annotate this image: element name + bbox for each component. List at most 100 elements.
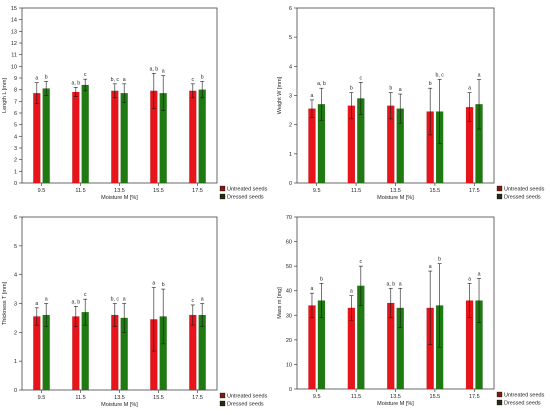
- x-tick-label: 15.5: [153, 395, 164, 401]
- significance-letter: c: [84, 292, 87, 298]
- significance-letter: a: [399, 281, 402, 287]
- y-tick-label: 10: [286, 362, 292, 368]
- significance-letter: a: [399, 87, 402, 93]
- y-axis-label: Mass m [mg]: [277, 287, 283, 319]
- significance-letter: a: [478, 271, 481, 277]
- x-tick-label: 13.5: [114, 188, 125, 194]
- plot-frame: [21, 216, 218, 391]
- plot-frame: [296, 7, 495, 184]
- y-tick-label: 4: [14, 134, 17, 140]
- bar-untreated: [72, 316, 80, 391]
- x-tick-label: 17.5: [469, 394, 480, 400]
- y-tick-label: 1: [289, 152, 292, 158]
- x-tick-label: 11.5: [351, 394, 361, 400]
- significance-letter: b: [201, 75, 204, 81]
- legend-label: Dressed seeds: [227, 195, 264, 201]
- bar-dressed: [42, 88, 50, 184]
- chart-panel-3: 0 1 2 3 4 5 6 Thickness T [mm] Moisture M [%] 9.5…: [2, 215, 268, 408]
- significance-letter: b: [45, 75, 48, 81]
- significance-letter: c: [360, 75, 363, 81]
- x-axis-label: Moisture M [%]: [101, 195, 138, 201]
- significance-letter: a: [311, 93, 314, 99]
- y-tick-label: 2: [14, 330, 17, 336]
- significance-letter: b: [389, 86, 392, 92]
- x-tick-label: 15.5: [430, 394, 441, 400]
- y-tick-label: 3: [14, 146, 17, 152]
- y-tick-label: 4: [14, 273, 17, 279]
- bar-untreated: [111, 90, 119, 184]
- y-tick-label: 2: [14, 158, 17, 164]
- legend-swatch-dressed: [496, 399, 503, 406]
- significance-letter: c: [360, 259, 363, 265]
- bar-untreated: [33, 316, 41, 391]
- y-tick-label: 0: [14, 181, 17, 187]
- x-axis-label: Moisture M [%]: [377, 401, 414, 407]
- legend-label: Dressed seeds: [504, 195, 541, 201]
- y-tick-label: 0: [289, 181, 292, 187]
- significance-letter: a: [162, 69, 165, 75]
- x-axis-label: Moisture M [%]: [101, 402, 138, 408]
- y-tick-label: 15: [11, 6, 17, 12]
- x-tick-label: 17.5: [192, 188, 203, 194]
- significance-letter: a: [468, 86, 471, 92]
- significance-letter: c: [192, 77, 195, 83]
- legend-swatch-untreated: [496, 391, 503, 398]
- significance-letter: b, c: [435, 72, 444, 78]
- x-tick-label: 15.5: [430, 188, 441, 194]
- significance-letter: b: [429, 81, 432, 87]
- legend-label: Untreated seeds: [227, 187, 268, 193]
- significance-letter: a: [201, 297, 204, 303]
- y-axis-label: Weight W [mm]: [277, 76, 283, 114]
- y-tick-label: 3: [14, 302, 17, 308]
- x-tick-label: 13.5: [390, 394, 401, 400]
- x-tick-label: 13.5: [390, 188, 401, 194]
- x-tick-label: 9.5: [38, 395, 46, 401]
- significance-letter: a: [478, 72, 481, 78]
- legend-swatch-dressed: [219, 400, 226, 407]
- y-axis-label: Length L [mm]: [2, 78, 8, 113]
- y-tick-label: 12: [11, 41, 17, 47]
- y-tick-label: 11: [11, 53, 17, 59]
- y-tick-label: 5: [14, 123, 17, 129]
- significance-letter: a: [350, 289, 353, 295]
- bar-dressed: [81, 84, 89, 184]
- x-tick-label: 11.5: [351, 188, 361, 194]
- significance-letter: a: [45, 297, 48, 303]
- legend-label: Dressed seeds: [227, 402, 264, 408]
- bar-untreated: [72, 91, 80, 184]
- bar-untreated: [308, 108, 316, 184]
- significance-letter: a: [152, 281, 155, 287]
- legend-swatch-dressed: [219, 193, 226, 200]
- legend-label: Untreated seeds: [227, 394, 268, 400]
- significance-letter: a, b: [386, 281, 395, 287]
- y-tick-label: 70: [286, 215, 292, 221]
- y-tick-label: 1: [14, 169, 17, 175]
- y-tick-label: 10: [11, 64, 17, 70]
- y-tick-label: 9: [14, 76, 17, 82]
- significance-letter: a, b: [149, 66, 158, 72]
- x-tick-label: 9.5: [313, 394, 321, 400]
- y-tick-label: 5: [14, 244, 17, 250]
- y-tick-label: 0: [14, 388, 17, 394]
- significance-letter: a: [311, 286, 314, 292]
- y-tick-label: 6: [14, 215, 17, 221]
- y-tick-label: 20: [286, 338, 292, 344]
- bar-dressed: [198, 89, 206, 184]
- significance-letter: a: [35, 301, 38, 307]
- plot-frame: [296, 216, 495, 390]
- significance-letter: a: [123, 77, 126, 83]
- significance-letter: b: [320, 276, 323, 282]
- y-tick-label: 7: [14, 99, 17, 105]
- y-tick-label: 50: [286, 264, 292, 270]
- y-tick-label: 0: [289, 387, 292, 393]
- x-tick-label: 9.5: [313, 188, 321, 194]
- bar-untreated: [189, 90, 197, 184]
- significance-letter: a, b: [71, 80, 80, 86]
- significance-letter: a: [468, 276, 471, 282]
- significance-letter: a, b: [71, 299, 80, 305]
- y-tick-label: 1: [14, 359, 17, 365]
- significance-letter: a: [123, 297, 126, 303]
- x-tick-label: 11.5: [75, 188, 85, 194]
